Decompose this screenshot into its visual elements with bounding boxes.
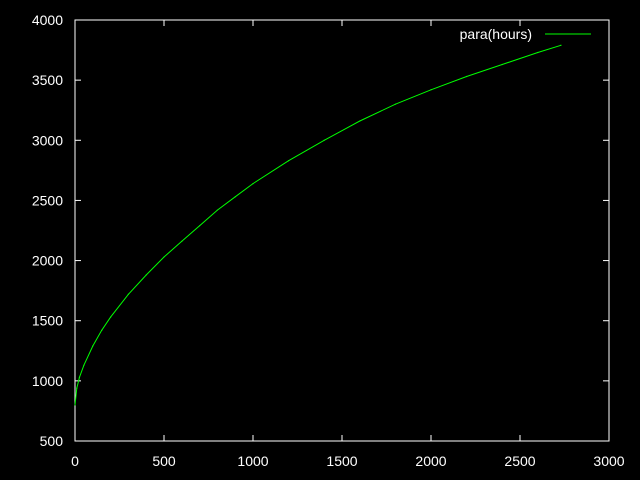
data-point: [252, 182, 254, 185]
y-tick-label: 4000: [32, 12, 63, 28]
data-point: [181, 240, 183, 242]
data-point: [501, 63, 503, 66]
y-tick-label: 2000: [32, 253, 63, 269]
data-point: [560, 44, 562, 46]
x-tick-label: 0: [71, 453, 79, 469]
plot-frame: [74, 19, 610, 442]
x-tick-label: 500: [152, 453, 176, 469]
data-point: [234, 196, 236, 198]
y-tick-label: 1000: [32, 373, 63, 389]
x-tick-label: 1000: [237, 453, 268, 469]
x-tick-label: 1500: [326, 453, 357, 469]
x-axis: 0 500 1000 1500 2000 2500 3000: [71, 20, 625, 469]
data-point: [288, 160, 290, 162]
data-point: [163, 256, 165, 258]
x-tick-label: 2000: [415, 453, 446, 469]
y-tick-label: 1500: [32, 313, 63, 329]
data-point: [216, 209, 218, 211]
data-point: [101, 329, 103, 331]
y-tick-label: 2500: [32, 192, 63, 208]
data-point: [466, 75, 468, 78]
x-tick-label: 2500: [504, 453, 535, 469]
data-point: [76, 387, 78, 389]
data-point: [92, 345, 94, 347]
data-point: [394, 103, 396, 105]
series-layer: [74, 44, 562, 406]
legend: para(hours): [460, 26, 591, 42]
data-point: [74, 404, 76, 406]
data-point: [323, 139, 325, 141]
y-tick-label: 3500: [32, 72, 63, 88]
data-point: [127, 293, 129, 295]
y-tick-label: 3000: [32, 132, 63, 148]
y-tick-label: 500: [40, 433, 64, 449]
data-point: [430, 89, 432, 91]
y-axis: 500 1000 1500 2000 2500 3000 3500 4000: [32, 12, 609, 449]
data-point: [110, 316, 112, 318]
data-point: [78, 376, 81, 378]
data-point: [359, 120, 361, 122]
legend-label: para(hours): [460, 26, 532, 42]
x-tick-label: 3000: [593, 453, 624, 469]
series-line: [74, 44, 562, 405]
data-point: [145, 274, 147, 276]
data-point: [199, 225, 201, 227]
data-point: [537, 51, 539, 54]
data-point: [83, 364, 85, 366]
